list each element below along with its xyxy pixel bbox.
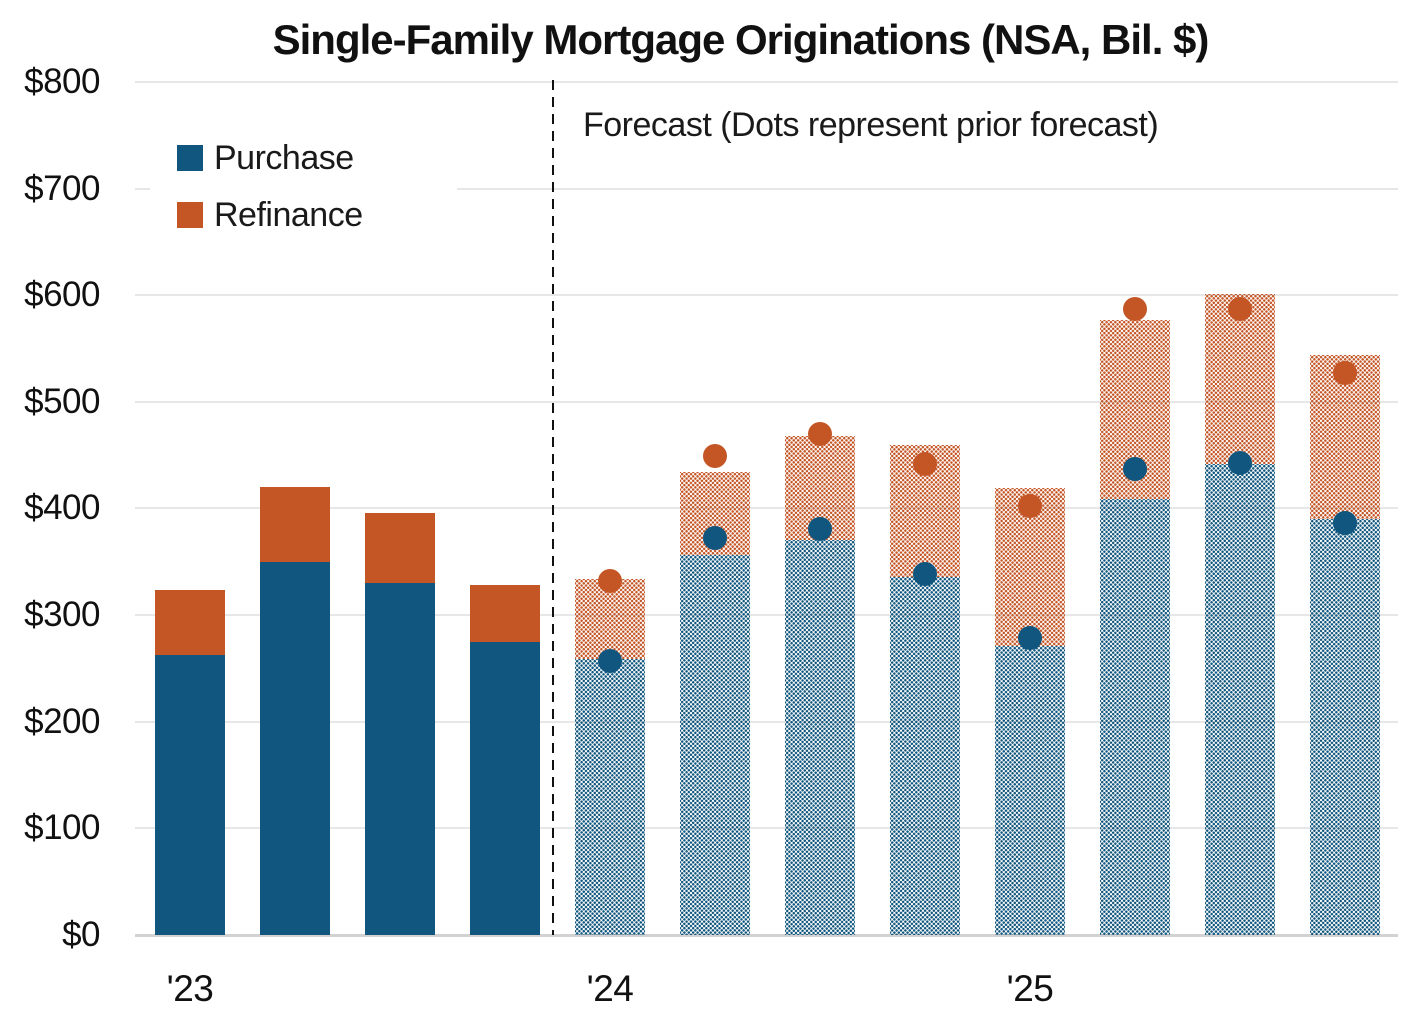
x-axis-line	[135, 934, 1398, 937]
forecast-stacked-bar	[575, 578, 645, 935]
gridline	[135, 80, 1398, 83]
purchase-segment	[260, 561, 330, 935]
refinance-swatch-icon	[177, 202, 203, 228]
prior-forecast-purchase-dot	[1228, 450, 1252, 475]
legend-item-refinance: Refinance	[177, 195, 457, 235]
y-tick-label: $400	[24, 488, 100, 528]
chart-title: Single-Family Mortgage Originations (NSA…	[272, 16, 1210, 63]
legend-label-refinance: Refinance	[214, 196, 363, 234]
prior-forecast-purchase-dot	[1333, 511, 1357, 536]
prior-forecast-total-dot	[808, 421, 832, 446]
prior-forecast-purchase-dot	[913, 561, 937, 586]
refinance-segment	[260, 487, 330, 562]
stacked-bar	[260, 487, 330, 935]
forecast-stacked-bar	[995, 488, 1065, 935]
purchase-segment	[680, 555, 750, 935]
forecast-stacked-bar	[785, 435, 855, 935]
prior-forecast-purchase-dot	[598, 648, 622, 673]
prior-forecast-total-dot	[1018, 494, 1042, 519]
prior-forecast-total-dot	[598, 568, 622, 593]
forecast-stacked-bar	[680, 472, 750, 935]
gridline	[135, 187, 1398, 190]
y-tick-label: $600	[24, 275, 100, 315]
refinance-segment	[155, 589, 225, 655]
prior-forecast-total-dot	[1333, 361, 1357, 386]
prior-forecast-purchase-dot	[703, 526, 727, 551]
refinance-segment	[470, 585, 540, 642]
refinance-segment	[365, 512, 435, 584]
purchase-swatch-icon	[177, 145, 203, 171]
y-tick-label: $500	[24, 381, 100, 421]
x-tick-label: '25	[1006, 968, 1054, 1009]
purchase-segment	[470, 641, 540, 935]
prior-forecast-total-dot	[703, 444, 727, 469]
forecast-stacked-bar	[1310, 354, 1380, 935]
legend-label-purchase: Purchase	[214, 139, 354, 177]
y-tick-label: $100	[24, 808, 100, 848]
purchase-segment	[1310, 519, 1380, 935]
y-tick-label: $0	[62, 915, 100, 954]
forecast-stacked-bar	[1100, 319, 1170, 935]
prior-forecast-total-dot	[913, 451, 937, 476]
gridline	[135, 400, 1398, 403]
y-tick-label: $700	[24, 168, 100, 208]
purchase-segment	[995, 646, 1065, 935]
purchase-segment	[155, 654, 225, 935]
gridline	[135, 507, 1398, 510]
gridline	[135, 827, 1398, 830]
purchase-segment	[365, 583, 435, 935]
prior-forecast-purchase-dot	[1123, 457, 1147, 482]
x-tick-label: '24	[586, 968, 634, 1009]
x-tick-label: '23	[166, 968, 214, 1009]
gridline	[135, 614, 1398, 617]
legend-item-purchase: Purchase	[177, 138, 457, 178]
y-tick-label: $800	[24, 61, 100, 101]
purchase-segment	[1205, 463, 1275, 935]
prior-forecast-total-dot	[1228, 297, 1252, 322]
forecast-annotation: Forecast (Dots represent prior forecast)	[583, 106, 1159, 144]
forecast-stacked-bar	[890, 444, 960, 935]
stacked-bar	[155, 589, 225, 935]
purchase-segment	[575, 658, 645, 935]
forecast-stacked-bar	[1205, 294, 1275, 935]
gridline	[135, 720, 1398, 723]
purchase-segment	[1100, 498, 1170, 935]
purchase-segment	[785, 540, 855, 935]
prior-forecast-purchase-dot	[808, 516, 832, 541]
legend: Purchase Refinance	[150, 130, 457, 245]
prior-forecast-purchase-dot	[1018, 625, 1042, 650]
forecast-separator-line	[552, 80, 554, 935]
refinance-segment	[1205, 294, 1275, 464]
stacked-bar	[365, 512, 435, 935]
stacked-bar	[470, 585, 540, 935]
prior-forecast-total-dot	[1123, 297, 1147, 322]
y-tick-label: $300	[24, 595, 100, 635]
purchase-segment	[890, 576, 960, 935]
y-tick-label: $200	[24, 701, 100, 741]
gridline	[135, 294, 1398, 297]
